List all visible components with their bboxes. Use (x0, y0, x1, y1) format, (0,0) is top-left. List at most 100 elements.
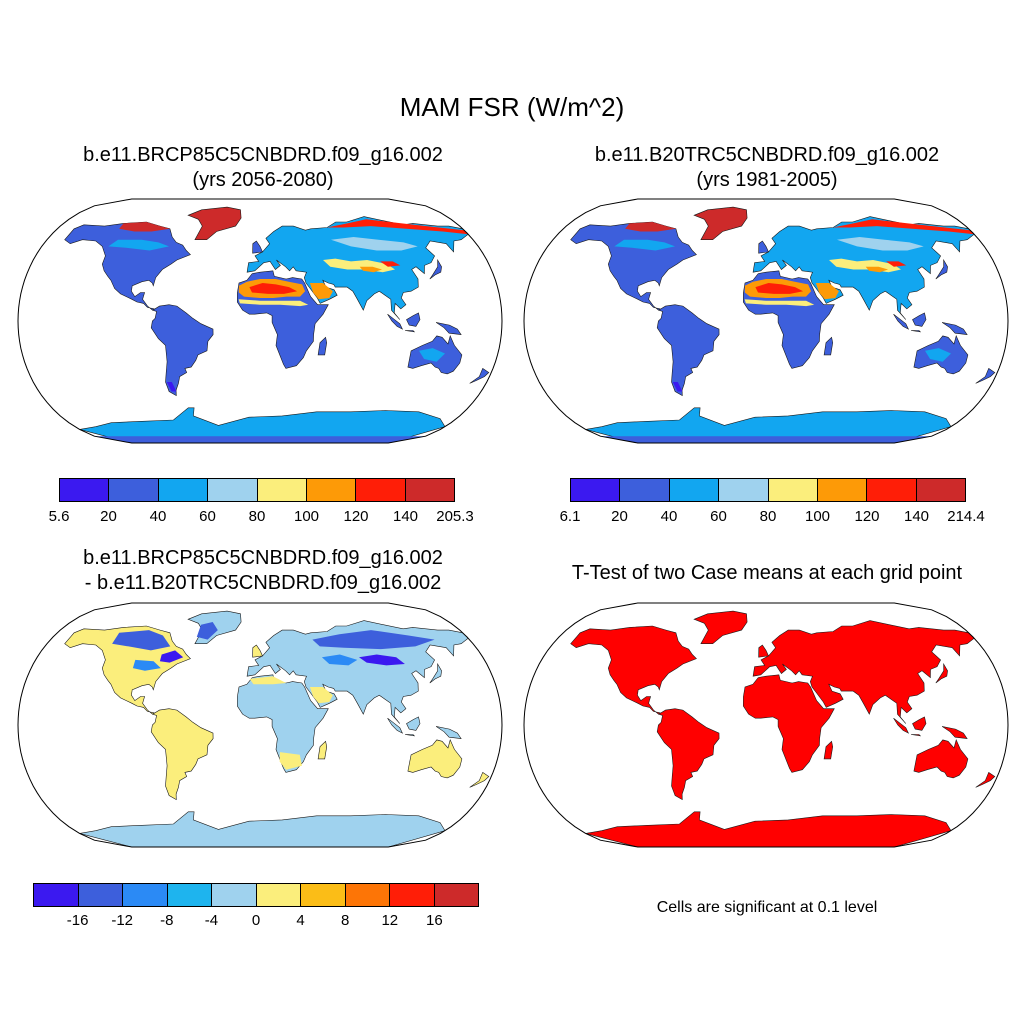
continent-antarctica (79, 811, 446, 847)
colorbar-swatch (256, 884, 301, 906)
colorbar-swatch (390, 884, 435, 906)
colorbar-difference (33, 883, 479, 907)
colorbar-tick-label: -16 (66, 912, 89, 929)
region-canada (614, 239, 675, 251)
continent-new-zealand (469, 771, 490, 788)
panel-a-subtitle: (yrs 2056-2080) (192, 169, 334, 191)
colorbar-tick-label: 4 (296, 912, 305, 929)
panel-a-title: b.e11.BRCP85C5CNBDRD.f09_g16.002 (83, 144, 443, 166)
colorbar-tick-label: 20 (100, 508, 117, 525)
region-andes (166, 382, 177, 392)
region-diff-quebec (159, 650, 184, 663)
colorbar-swatch (345, 884, 390, 906)
region-sahel (238, 299, 309, 307)
colorbar-future (59, 478, 455, 502)
continent-britain (252, 644, 263, 658)
colorbar-swatch (60, 479, 110, 501)
panel-d-title: T-Test of two Case means at each grid po… (571, 562, 963, 584)
continent-borneo (912, 312, 927, 327)
continent-japan (935, 258, 948, 280)
colorbar-swatch (620, 479, 670, 501)
region-arctic-rim (327, 219, 469, 235)
region-canada-north (119, 222, 170, 232)
continent-australia (407, 739, 463, 779)
panel-b-title: b.e11.B20TRC5CNBDRD.f09_g16.002 (594, 144, 940, 166)
continent-greenland (693, 206, 748, 241)
continent-madagascar (317, 740, 328, 760)
land-layer (570, 610, 996, 847)
continent-new-guinea (941, 726, 968, 739)
figure-title: MAM FSR (W/m^2) (399, 92, 625, 122)
continent-new-guinea (941, 322, 968, 335)
region-canada (108, 239, 169, 251)
continent-south-america (656, 708, 720, 801)
colorbar-tick-label: 205.3 (436, 508, 474, 525)
colorbar-swatch (123, 884, 168, 906)
colorbar-tick-label: -4 (204, 912, 219, 929)
colorbar-tick-label: 214.4 (947, 508, 985, 525)
colorbar-tick-label: 40 (149, 508, 167, 525)
map-outline (523, 602, 1009, 848)
continent-borneo (912, 716, 927, 731)
map-panel-difference (17, 602, 503, 848)
region-australia-inland (419, 348, 445, 362)
colorbar-tick-label: 100 (293, 508, 320, 525)
colorbar-swatch (669, 479, 720, 501)
colorbar-tick-label: 80 (759, 508, 777, 525)
region-diff-mongolia (359, 654, 405, 666)
continent-indonesia-2 (910, 330, 922, 333)
region-siberia (837, 237, 924, 251)
continent-new-zealand (975, 771, 996, 788)
region-diff-north-africa (249, 676, 287, 685)
colorbar-swatch (109, 479, 159, 501)
colorbar-swatch (306, 479, 357, 501)
colorbar-swatch (167, 884, 212, 906)
continent-south-america (150, 304, 214, 397)
region-diff-greenland (196, 622, 218, 640)
colorbar-swatch (434, 884, 478, 906)
colorbar-swatch (916, 479, 965, 501)
colorbar-difference-labels: -16 -12 -8 -4 0 4 8 12 16 (33, 912, 479, 932)
colorbar-historical-labels: 6.1 20 40 60 80 100 120 140 214.4 (560, 508, 985, 528)
continent-australia (913, 739, 969, 779)
panel-c-subtitle: - b.e11.B20TRC5CNBDRD.f09_g16.002 (84, 572, 442, 594)
continent-indonesia-2 (404, 734, 416, 737)
region-australia-inland (925, 348, 951, 362)
map-panel-historical (523, 198, 1009, 444)
colorbar-tick-label: 60 (199, 508, 216, 525)
region-sahel (744, 299, 815, 307)
continent-new-guinea (435, 726, 462, 739)
continent-greenland (693, 610, 748, 645)
region-arctic-rim (833, 219, 975, 235)
colorbar-swatch (301, 884, 346, 906)
map-outline (17, 602, 503, 848)
colorbar-swatch (817, 479, 868, 501)
region-diff-arabia (309, 687, 333, 704)
continent-north-america (570, 625, 697, 715)
colorbar-tick-label: 80 (248, 508, 266, 525)
colorbar-tick-label: 120 (343, 508, 369, 525)
colorbar-swatch (257, 479, 307, 501)
colorbar-tick-label: 5.6 (48, 508, 70, 525)
region-diff-canada (112, 630, 171, 651)
continent-antarctica (585, 407, 952, 443)
map-panel-future (17, 198, 503, 444)
map-panel-ttest (523, 602, 1009, 848)
region-diff-south-africa (279, 752, 302, 770)
colorbar-swatch (571, 479, 621, 501)
map-outline (17, 198, 503, 444)
region-arabia (815, 283, 839, 300)
region-diff-central-asia (321, 654, 358, 666)
continent-antarctica (79, 407, 446, 443)
continent-antarctica (585, 811, 952, 847)
continent-japan (429, 258, 442, 280)
region-antarctic-coast (600, 436, 932, 443)
region-sahara-core (755, 283, 804, 294)
colorbar-historical (570, 478, 966, 502)
colorbar-swatch (867, 479, 917, 501)
colorbar-tick-label: 8 (341, 912, 350, 929)
colorbar-tick-label: 100 (804, 508, 831, 525)
region-taklimakan (359, 266, 383, 273)
continent-south-america (656, 304, 720, 397)
panel-b-subtitle: (yrs 1981-2005) (696, 169, 838, 191)
